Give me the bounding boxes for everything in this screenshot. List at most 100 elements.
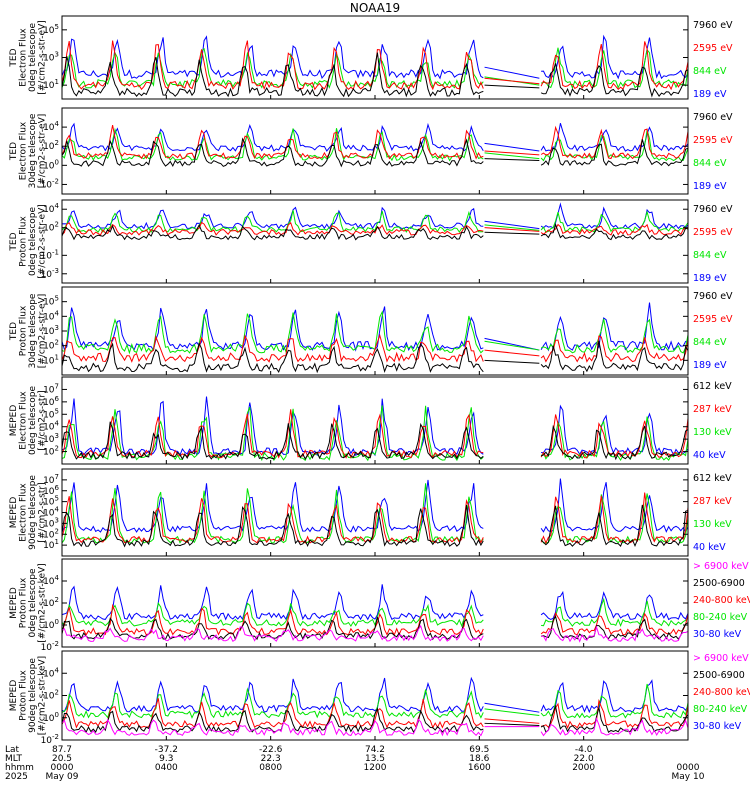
- panel-8-gap-line-green: [484, 708, 540, 717]
- time-axis-Lat-label: -37.2: [155, 745, 178, 755]
- panel-2-ylabel: TEDElectron Flux30deg telescope[#/cm2-s-…: [9, 113, 48, 188]
- panel-6-traces: [62, 478, 688, 548]
- panel-4-series-blue-a: [62, 306, 484, 352]
- panel-4-series-green-b: [540, 318, 688, 354]
- panel-8-legend-3: 80-240 keV: [693, 704, 748, 715]
- panel-5-series-black-a: [62, 421, 484, 461]
- time-axis-row-label: 2025: [5, 772, 28, 782]
- panel-7-legend-1: 2500-6900: [693, 578, 745, 589]
- panel-1-series-green-b: [540, 47, 688, 90]
- panel-2-legend-2: 844 eV: [693, 158, 727, 169]
- panel-2-series-black-b: [540, 139, 688, 167]
- panel-4-gap-line-black: [484, 359, 540, 364]
- time-axis-Lat-label: 87.7: [52, 745, 72, 755]
- panel-4-traces: [62, 302, 688, 374]
- panel-1-legend-3: 189 eV: [693, 89, 727, 100]
- panel-7-series-green-b: [541, 597, 688, 628]
- panel-2-traces: [62, 122, 688, 168]
- time-axis-hhmm-label: 0000: [51, 763, 74, 773]
- panel-7-series-red-a: [62, 603, 484, 636]
- time-axis-MLT-label: 22.3: [261, 754, 281, 764]
- time-axis-hhmm-label: 2000: [572, 763, 595, 773]
- panel-8-legend-2: 240-800 keV: [693, 687, 750, 698]
- panel-4-series-blue-b: [540, 302, 688, 352]
- panel-4-gap-line-red: [484, 349, 540, 357]
- panel-2-legend-0: 7960 eV: [693, 112, 733, 123]
- panel-2-series-black-a: [62, 137, 484, 168]
- time-axis-row-label: MLT: [5, 754, 23, 764]
- time-axis-row-label: Lat: [5, 745, 20, 755]
- time-axis-MLT-label: 13.5: [365, 754, 385, 764]
- panel-1-traces: [62, 34, 688, 98]
- panel-3-gap-line-green: [484, 224, 540, 231]
- panel-8-series-green-b: [540, 683, 688, 719]
- panel-8-series-black-a: [62, 707, 484, 734]
- panel-7-legend-2: 240-800 keV: [693, 595, 750, 606]
- panel-2-series-red-a: [62, 125, 484, 160]
- panel-7-series-green-a: [62, 601, 484, 628]
- panel-8-gap-line-red: [484, 718, 540, 724]
- time-axis-Lat-label: -22.6: [259, 745, 283, 755]
- panel-7-series-magenta-b: [541, 625, 688, 643]
- panel-3-traces: [62, 202, 688, 241]
- panel-7-legend-3: 80-240 keV: [693, 612, 748, 623]
- panel-7-series-blue-b: [540, 590, 688, 621]
- panel-6-legend-2: 130 keV: [693, 519, 732, 530]
- panel-6-series-black-a: [62, 504, 484, 548]
- time-axis-MLT-label: 9.3: [159, 754, 173, 764]
- panel-6-series-black-b: [540, 504, 688, 548]
- panel-7-series-magenta-a: [62, 624, 484, 643]
- panel-8-series-magenta-a: [62, 718, 484, 737]
- panel-3-gap-line-black: [484, 231, 540, 235]
- panel-3-series-blue-a: [62, 206, 484, 230]
- panel-6-series-red-b: [540, 492, 688, 545]
- panel-1-gap-line-blue: [484, 66, 540, 79]
- panel-2-gap-line-red: [484, 150, 540, 156]
- panel-2-gap-line-black: [484, 158, 540, 162]
- panel-7-legend-0: > 6900 keV: [693, 561, 749, 572]
- panel-5-series-red-a: [62, 409, 484, 459]
- panel-8-ylabel: MEPEDProton Flux90deg telescope[#/cm2-s-…: [9, 656, 48, 735]
- panel-1-series-black-b: [540, 63, 688, 98]
- panel-6-legend-0: 612 keV: [693, 473, 732, 484]
- panel-7-series-black-b: [540, 615, 688, 640]
- time-axis-hhmm-label: 1200: [364, 763, 387, 773]
- panel-8-series-blue-b: [540, 679, 688, 714]
- time-axis-Lat-label: 74.2: [365, 745, 385, 755]
- panel-3-frame: [61, 199, 689, 284]
- panel-6-ylabel: MEPEDElectron Flux90deg telescope[#/cm2-…: [9, 475, 48, 550]
- panel-6-series-green-b: [540, 493, 688, 545]
- panel-6-series-red-a: [62, 496, 484, 544]
- panel-3-series-red-a: [62, 221, 484, 236]
- time-axis-hhmm-label: 1600: [468, 763, 491, 773]
- panel-1-gap-line-red: [484, 77, 540, 85]
- panel-2-frame: [61, 107, 689, 195]
- panel-8-gap-line-black: [484, 722, 540, 727]
- panel-3-gap-line-red: [484, 227, 540, 232]
- panel-6-legend-1: 287 keV: [693, 496, 732, 507]
- panel-3-legend-2: 844 eV: [693, 250, 727, 261]
- panel-2-series-blue-a: [62, 122, 484, 152]
- panel-8-legend-0: > 6900 keV: [693, 653, 749, 664]
- time-axis-MLT-label: 18.6: [469, 754, 489, 764]
- panel-6-series-blue-a: [62, 479, 484, 533]
- panel-3-series-black-a: [62, 223, 484, 241]
- panel-6-series-green-a: [62, 483, 484, 544]
- panel-4-gap-line-green: [484, 340, 540, 351]
- panel-7-series-blue-a: [62, 584, 484, 621]
- panel-7-traces: [62, 584, 688, 643]
- time-axis-MLT-label: 20.5: [52, 754, 72, 764]
- panel-4-legend-3: 189 eV: [693, 360, 727, 371]
- panel-5-series-black-b: [540, 424, 688, 461]
- panel-2-legend-3: 189 eV: [693, 181, 727, 192]
- time-axis-row-label: hhmm: [5, 763, 34, 773]
- panel-4-series-black-a: [62, 342, 484, 374]
